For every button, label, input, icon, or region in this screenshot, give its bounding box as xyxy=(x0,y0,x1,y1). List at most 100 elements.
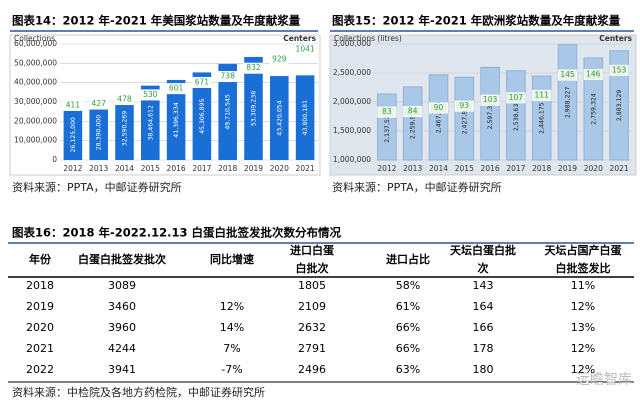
table-cell: 12% xyxy=(220,300,244,313)
value-label: 2,759,324 xyxy=(590,93,597,125)
figure-title: 图表15：2012 年-2021 年欧洲浆站数量及年度献浆量 xyxy=(332,14,621,28)
center-label: 427 xyxy=(92,99,107,108)
table-cell: 63% xyxy=(396,363,420,376)
x-tick-label: 2017 xyxy=(192,164,211,173)
table-cell: 180 xyxy=(473,363,494,376)
center-label: 601 xyxy=(169,84,184,93)
table-cell: 3941 xyxy=(108,363,136,376)
x-tick-label: 2020 xyxy=(584,164,603,173)
center-box xyxy=(583,68,603,80)
center-label: 111 xyxy=(535,90,550,99)
value-label: 2,597,395 xyxy=(487,98,494,130)
bar xyxy=(166,79,186,160)
value-label: 26,125,000 xyxy=(70,117,77,152)
value-label: 2,446,175 xyxy=(539,102,546,134)
y-tick-label: 30,000,000 xyxy=(14,97,57,106)
table-header: 年份 xyxy=(29,252,52,266)
center-box xyxy=(429,102,448,114)
bar xyxy=(89,105,108,160)
y-tick-label: 1,000,000 xyxy=(333,155,371,164)
center-label: 1041 xyxy=(296,45,315,54)
center-label: 93 xyxy=(460,101,470,110)
value-label: 43,800,181 xyxy=(302,100,309,135)
table-cell: 2018 xyxy=(26,279,54,292)
table-cell: 3460 xyxy=(108,300,136,313)
table-cell: 2632 xyxy=(298,321,326,334)
table-cell: -7% xyxy=(221,363,242,376)
bar xyxy=(270,76,289,160)
table-cell: 61% xyxy=(396,300,420,313)
x-tick-label: 2015 xyxy=(455,164,474,173)
table-cell: 164 xyxy=(473,300,494,313)
table-cell: 4244 xyxy=(108,342,136,355)
center-box xyxy=(192,76,212,88)
table-cell: 12% xyxy=(571,300,595,313)
bar xyxy=(141,85,160,160)
x-tick-label: 2015 xyxy=(141,164,160,173)
x-tick-label: 2012 xyxy=(63,164,82,173)
value-label: 38,464,612 xyxy=(147,105,154,140)
bar xyxy=(480,66,500,161)
center-label: 929 xyxy=(272,55,287,64)
table-cell: 66% xyxy=(396,321,420,334)
x-tick-label: 2018 xyxy=(532,164,551,173)
bar xyxy=(115,96,134,160)
x-tick-label: 2014 xyxy=(115,164,134,173)
center-label: 84 xyxy=(408,107,418,116)
center-box xyxy=(454,100,474,112)
bar xyxy=(454,76,475,161)
bar xyxy=(63,109,83,160)
table-cell: 1805 xyxy=(298,279,326,292)
value-label: 32,590,269 xyxy=(122,111,129,146)
x-tick-label: 2016 xyxy=(481,164,500,173)
value-label: 41,396,334 xyxy=(173,102,180,137)
x-tick-label: 2021 xyxy=(296,164,315,173)
y-tick-label: 2,000,000 xyxy=(333,97,371,106)
center-label: 107 xyxy=(509,93,524,102)
center-box xyxy=(115,94,134,106)
table-header: 白蛋白批签发批次 xyxy=(78,252,166,266)
legend-label: Centers xyxy=(283,34,316,43)
center-box xyxy=(480,94,500,106)
table-cell: 14% xyxy=(220,321,244,334)
center-label: 146 xyxy=(586,69,601,78)
center-box xyxy=(63,99,83,111)
center-label: 478 xyxy=(117,95,132,104)
y-tick-label: 10,000,000 xyxy=(14,136,57,145)
center-label: 671 xyxy=(195,77,210,86)
center-label: 530 xyxy=(143,90,158,99)
x-tick-label: 2020 xyxy=(270,164,289,173)
x-tick-label: 2017 xyxy=(506,164,525,173)
center-label: 153 xyxy=(612,65,627,74)
value-label: 45,306,895 xyxy=(199,98,206,133)
bar xyxy=(218,63,237,161)
table-header: 进口占比 xyxy=(386,252,430,266)
center-label: 145 xyxy=(560,70,575,79)
table-cell: 11% xyxy=(571,279,595,292)
center-box xyxy=(269,54,289,66)
table-cell: 166 xyxy=(473,321,494,334)
legend-label: Collections (litres) xyxy=(334,34,402,43)
y-tick-label: 1,500,000 xyxy=(333,126,371,135)
source: 资料来源：PPTA，中邮证券研究所 xyxy=(12,180,182,194)
table-cell: 2022 xyxy=(26,363,54,376)
center-box xyxy=(403,106,423,118)
bar xyxy=(583,57,604,161)
y-tick-label: 20,000,000 xyxy=(14,116,57,125)
center-box xyxy=(506,92,526,104)
value-label: 2,988,227 xyxy=(565,87,572,119)
center-box xyxy=(166,83,186,95)
table-cell: 2019 xyxy=(26,300,54,313)
table-cell: 66% xyxy=(396,342,420,355)
center-box xyxy=(244,62,263,74)
table-cell: 13% xyxy=(571,321,595,334)
table-cell: 2791 xyxy=(298,342,326,355)
table-cell: 7% xyxy=(223,342,240,355)
value-label: 28,390,000 xyxy=(96,115,103,150)
value-label: 2,427,860 xyxy=(461,103,468,135)
x-tick-label: 2019 xyxy=(558,164,577,173)
table-cell: 2496 xyxy=(298,363,326,376)
bar xyxy=(244,56,263,161)
bar xyxy=(192,72,212,160)
